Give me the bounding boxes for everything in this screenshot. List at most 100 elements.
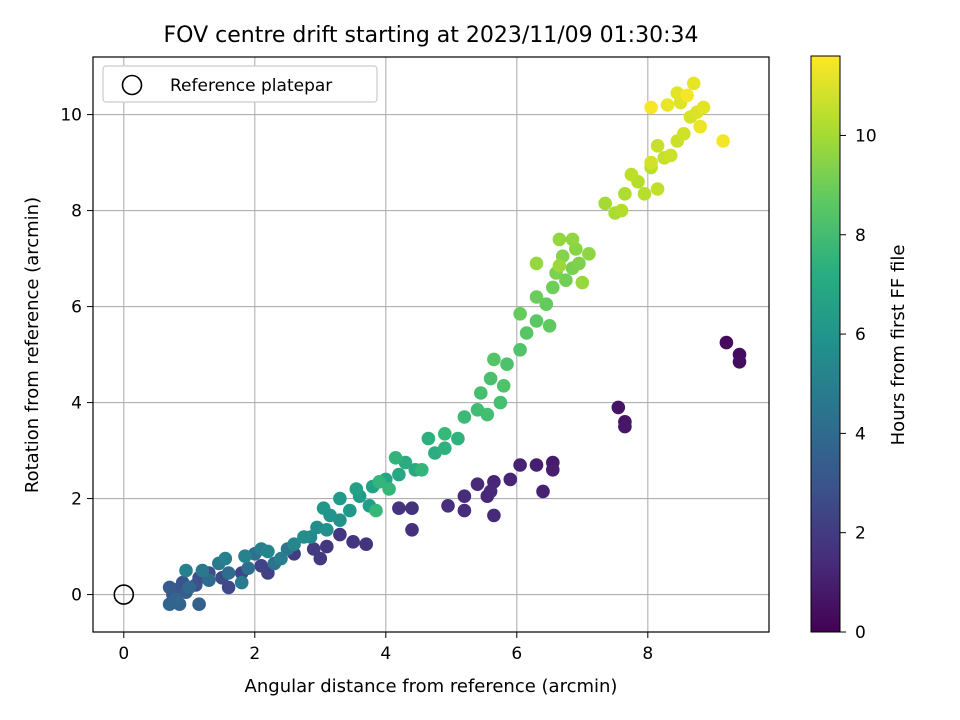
y-tick-label: 4	[71, 394, 82, 414]
data-point	[500, 357, 514, 372]
data-point	[677, 127, 691, 141]
data-point	[529, 290, 544, 304]
data-point	[182, 580, 197, 595]
data-point	[480, 407, 495, 422]
y-axis-label: Rotation from reference (arcmin)	[22, 197, 43, 493]
data-point	[297, 530, 311, 544]
data-point	[487, 508, 501, 523]
data-point	[552, 232, 567, 247]
data-point	[572, 256, 586, 271]
x-axis-ticks: 0 2 4 6 8	[118, 632, 653, 664]
data-point	[618, 419, 632, 434]
data-point	[254, 559, 269, 573]
data-point	[457, 503, 472, 518]
x-tick-label: 0	[118, 644, 129, 664]
data-point	[313, 551, 328, 566]
colorbar	[810, 55, 841, 633]
data-point	[392, 467, 406, 482]
data-points	[162, 76, 747, 611]
data-point	[241, 561, 255, 575]
data-point	[221, 566, 236, 580]
data-point	[513, 307, 527, 321]
data-point	[719, 335, 734, 350]
data-point	[221, 580, 236, 595]
x-tick-label: 2	[249, 644, 260, 664]
data-point	[539, 297, 554, 312]
data-point	[274, 551, 288, 566]
legend-marker	[121, 74, 143, 96]
data-point	[582, 247, 596, 261]
data-point	[546, 463, 560, 477]
data-point	[405, 523, 419, 537]
y-axis-ticks: 0 2 4 6 8 10	[60, 106, 93, 606]
plot-frame	[92, 56, 770, 633]
data-point	[369, 503, 383, 518]
data-point	[503, 472, 518, 487]
data-point	[575, 275, 590, 290]
data-point	[421, 431, 436, 446]
data-point	[546, 280, 560, 295]
data-point	[343, 503, 357, 518]
data-point	[415, 463, 429, 477]
data-point	[552, 259, 567, 273]
data-point	[637, 187, 652, 201]
data-point	[611, 400, 626, 415]
x-tick-label: 6	[511, 644, 522, 664]
data-point	[333, 527, 347, 542]
data-point	[493, 395, 508, 410]
data-point	[693, 119, 707, 134]
y-tick-label: 6	[71, 298, 82, 318]
data-point	[624, 167, 639, 182]
data-point	[680, 88, 694, 103]
data-point	[660, 98, 675, 112]
data-point	[519, 326, 534, 340]
data-point	[388, 451, 403, 465]
data-point	[644, 100, 658, 115]
x-tick-label: 8	[642, 644, 653, 664]
data-point	[474, 386, 488, 400]
y-tick-label: 0	[71, 586, 82, 606]
colorbar-tick-label: 0	[855, 623, 866, 643]
chart-title: FOV centre drift starting at 2023/11/09 …	[164, 23, 699, 48]
data-point	[529, 314, 544, 328]
colorbar-tick-label: 2	[855, 524, 866, 544]
data-point	[650, 182, 665, 196]
data-point	[261, 544, 275, 559]
data-point	[238, 549, 252, 563]
x-tick-label: 4	[380, 644, 391, 664]
grid-lines	[93, 57, 769, 632]
data-point	[598, 196, 612, 211]
data-point	[287, 537, 301, 551]
data-point	[179, 563, 193, 578]
data-point	[234, 575, 249, 590]
data-point	[438, 427, 452, 441]
data-point	[359, 537, 374, 551]
data-point	[732, 355, 747, 369]
colorbar-tick-label: 6	[855, 325, 866, 345]
data-point	[438, 441, 452, 456]
data-point	[487, 352, 501, 367]
data-point	[333, 491, 347, 506]
colorbar-tick-label: 10	[855, 126, 877, 146]
colorbar-ticks: 0 2 4 6 8 10	[840, 126, 877, 643]
data-point	[372, 475, 387, 489]
data-point	[618, 187, 632, 201]
data-point	[349, 482, 364, 496]
y-tick-label: 2	[71, 490, 82, 510]
reference-marker	[113, 584, 135, 605]
y-tick-label: 10	[60, 106, 82, 126]
data-point	[457, 410, 472, 424]
data-point	[483, 484, 498, 499]
colorbar-tick-label: 8	[855, 226, 866, 246]
data-point	[306, 542, 321, 556]
legend-label: Reference platepar	[170, 76, 332, 96]
data-point	[686, 76, 701, 91]
data-point	[382, 482, 396, 496]
data-point	[195, 563, 210, 578]
data-point	[536, 484, 550, 499]
data-point	[513, 343, 527, 357]
data-point	[513, 458, 527, 472]
data-point	[559, 273, 573, 288]
data-point	[644, 155, 658, 170]
